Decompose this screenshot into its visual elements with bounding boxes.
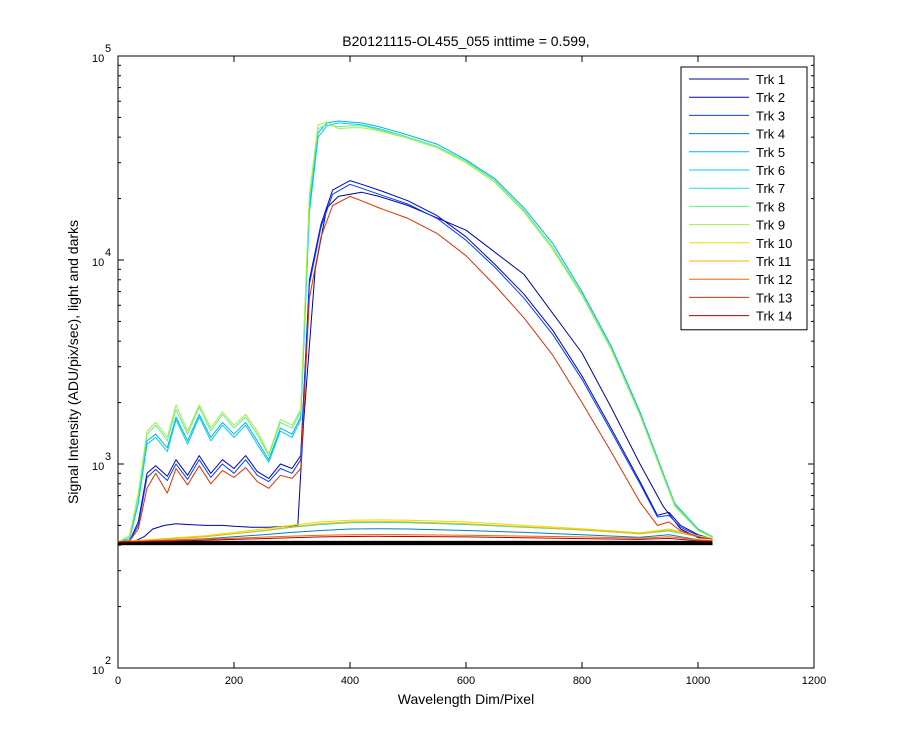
x-tick-label: 400 <box>341 675 359 687</box>
series-line-trk-2 <box>117 180 713 543</box>
x-tick-label: 800 <box>573 675 591 687</box>
x-tick-label: 0 <box>115 675 121 687</box>
y-tick-label-base: 10 <box>92 257 104 269</box>
x-axis-label: Wavelength Dim/Pixel <box>398 691 534 707</box>
legend-label: Trk 14 <box>756 309 792 324</box>
chart-title: B20121115-OL455_055 inttime = 0.599, <box>342 33 589 49</box>
legend-label: Trk 11 <box>756 254 791 269</box>
x-tick-label: 1200 <box>802 675 826 687</box>
y-tick-label-base: 10 <box>92 665 104 677</box>
legend-label: Trk 6 <box>756 163 785 178</box>
legend-label: Trk 13 <box>756 290 792 305</box>
y-tick-label-exponent: 4 <box>105 247 111 259</box>
series-line-trk-13 <box>117 195 713 543</box>
series-line-trk-10 <box>117 519 713 542</box>
x-axis: 0 200 400 600 800 1000 1200 <box>115 56 826 687</box>
series-line-trk-9 <box>117 121 713 543</box>
series-line-trk-8 <box>117 124 713 543</box>
legend-label: Trk 10 <box>756 236 792 251</box>
x-tick-label: 200 <box>225 675 243 687</box>
series-line-trk-11 <box>117 521 713 543</box>
y-tick-label-base: 10 <box>92 461 104 473</box>
x-tick-label: 600 <box>457 675 475 687</box>
legend-label: Trk 9 <box>756 218 785 233</box>
series-lines <box>117 120 713 543</box>
legend-label: Trk 4 <box>756 127 785 142</box>
y-axis-label: Signal Intensity (ADU/pix/sec), light an… <box>65 220 81 504</box>
x-tick-label: 1000 <box>686 675 710 687</box>
dark-band-fill <box>118 540 713 546</box>
legend-label: Trk 8 <box>756 199 785 214</box>
series-line-trk-3 <box>117 183 713 543</box>
legend-box <box>680 66 808 331</box>
legend-label: Trk 3 <box>756 108 785 123</box>
legend-label: Trk 12 <box>756 272 792 287</box>
legend-label: Trk 7 <box>756 181 785 196</box>
series-line-trk-1 <box>117 191 713 543</box>
dark-band <box>118 540 713 546</box>
legend-label: Trk 2 <box>756 90 785 105</box>
legend-label: Trk 5 <box>756 145 785 160</box>
series-line-trk-5 <box>117 120 713 543</box>
series-line-trk-14 <box>117 535 713 543</box>
y-tick-label-exponent: 2 <box>105 655 111 667</box>
y-tick-label-base: 10 <box>92 53 104 65</box>
series-line-trk-12 <box>117 534 713 543</box>
y-tick-label-exponent: 3 <box>105 451 111 463</box>
legend: Trk 1 Trk 2 Trk 3 Trk 4 Trk 5 Trk 6 Trk 7 Trk 8… <box>680 66 808 331</box>
y-tick-label-exponent: 5 <box>105 43 111 55</box>
legend-label: Trk 1 <box>756 72 785 87</box>
